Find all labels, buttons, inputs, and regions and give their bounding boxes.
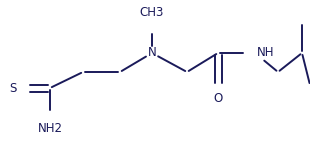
Text: NH: NH: [257, 47, 274, 60]
Text: O: O: [213, 92, 223, 105]
Text: N: N: [148, 47, 156, 60]
Text: NH2: NH2: [38, 122, 63, 135]
Text: CH3: CH3: [140, 6, 164, 19]
Text: S: S: [10, 82, 17, 95]
